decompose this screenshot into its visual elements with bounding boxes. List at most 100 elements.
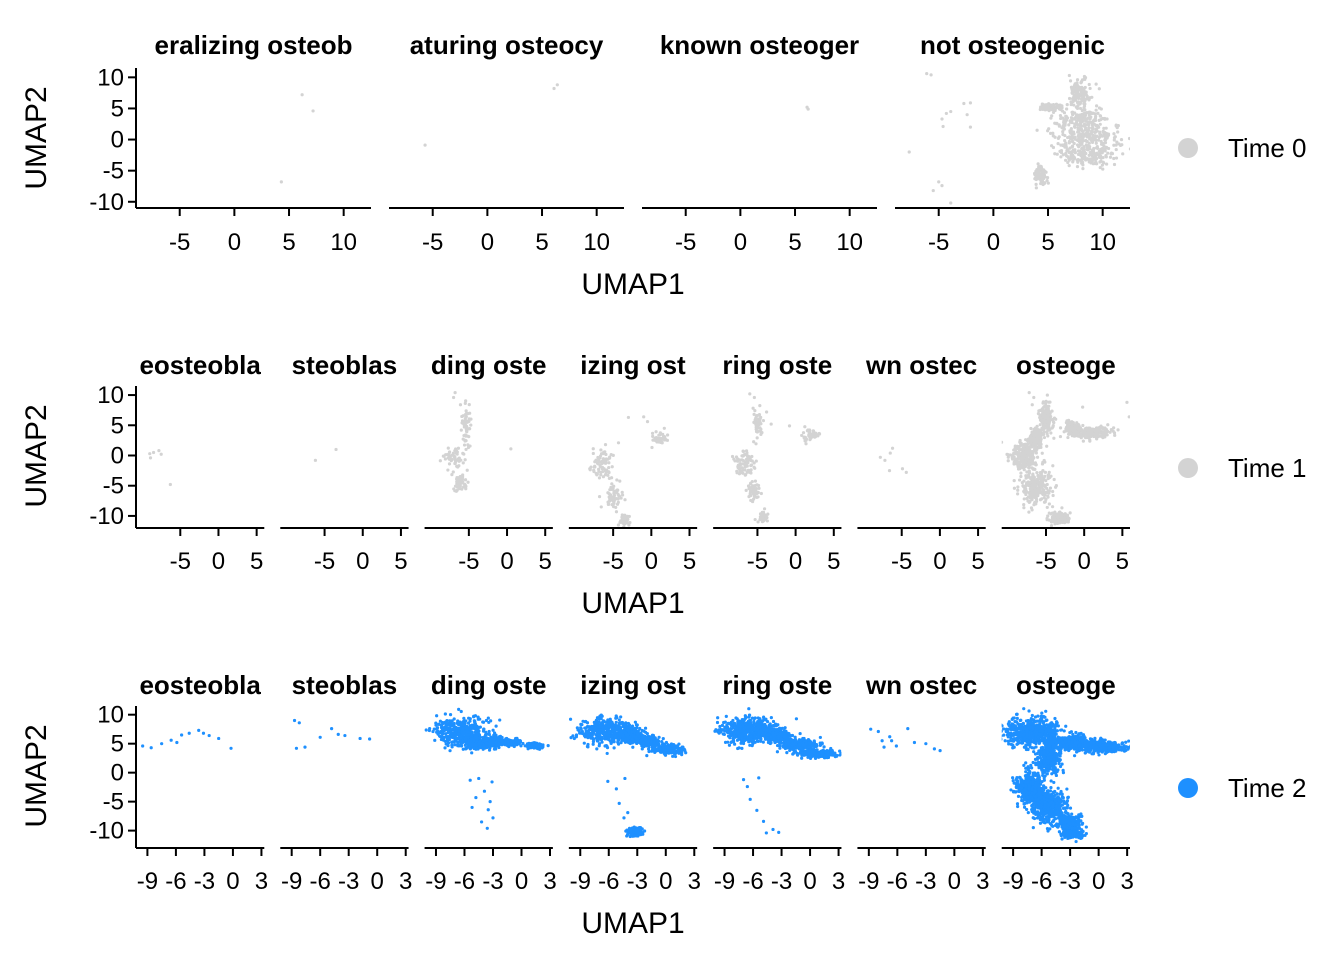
data-point bbox=[753, 517, 757, 522]
point-cloud bbox=[148, 449, 172, 487]
data-point bbox=[1085, 148, 1090, 152]
data-point bbox=[623, 498, 627, 502]
data-point bbox=[484, 718, 488, 723]
facet-panel: eralizing osteob-5 0 5 10 bbox=[136, 30, 371, 256]
data-point bbox=[463, 737, 468, 741]
point-cloud bbox=[588, 415, 670, 529]
data-point bbox=[1103, 426, 1107, 430]
x-tick-label: 0 bbox=[356, 548, 369, 575]
data-point bbox=[662, 426, 666, 430]
data-point bbox=[636, 739, 641, 743]
data-point bbox=[180, 733, 184, 737]
data-point bbox=[294, 746, 299, 750]
data-point bbox=[1061, 126, 1066, 131]
data-point bbox=[461, 451, 465, 455]
data-point bbox=[1086, 123, 1091, 127]
data-point bbox=[446, 468, 450, 472]
data-point bbox=[607, 499, 612, 503]
data-point bbox=[1015, 492, 1020, 496]
data-point bbox=[148, 452, 152, 456]
data-point bbox=[759, 415, 763, 419]
data-point bbox=[1065, 419, 1069, 423]
data-point bbox=[438, 719, 443, 723]
data-point bbox=[1088, 157, 1092, 161]
data-point bbox=[1068, 430, 1072, 434]
y-axis-label: UMAP2 bbox=[20, 404, 53, 507]
x-tick-label: 3 bbox=[255, 868, 268, 895]
data-point bbox=[1041, 176, 1046, 181]
data-point bbox=[1094, 157, 1098, 161]
data-point bbox=[445, 726, 449, 730]
data-point bbox=[201, 731, 206, 735]
x-tick-label: -9 bbox=[137, 868, 158, 895]
data-point bbox=[461, 473, 465, 477]
data-point bbox=[1062, 119, 1066, 124]
data-point bbox=[465, 468, 469, 472]
data-point bbox=[1083, 427, 1087, 431]
legend-label: Time 0 bbox=[1228, 133, 1307, 163]
data-point bbox=[467, 427, 472, 431]
data-point bbox=[619, 741, 623, 745]
data-point bbox=[157, 449, 161, 453]
data-point bbox=[1069, 118, 1073, 123]
data-point bbox=[491, 816, 495, 820]
data-point bbox=[1074, 105, 1079, 109]
data-point bbox=[1022, 468, 1026, 472]
data-point bbox=[630, 730, 634, 734]
data-point bbox=[1112, 143, 1116, 147]
data-point bbox=[1094, 108, 1098, 112]
data-point bbox=[1099, 156, 1103, 160]
data-point bbox=[494, 740, 498, 744]
data-point bbox=[615, 478, 619, 482]
data-point bbox=[647, 739, 651, 743]
x-axis-label: UMAP1 bbox=[581, 268, 684, 301]
data-point bbox=[1088, 137, 1092, 141]
data-point bbox=[758, 512, 763, 516]
data-point bbox=[1029, 441, 1033, 445]
data-point bbox=[625, 514, 630, 518]
data-point bbox=[804, 437, 809, 441]
data-point bbox=[1017, 478, 1022, 482]
data-point bbox=[1030, 453, 1034, 457]
data-point bbox=[469, 423, 473, 427]
data-point bbox=[1034, 177, 1038, 182]
data-point bbox=[1017, 456, 1021, 460]
point-cloud bbox=[730, 392, 822, 524]
point-cloud bbox=[279, 93, 315, 184]
data-point bbox=[1031, 433, 1036, 437]
data-point bbox=[1127, 415, 1131, 419]
data-point bbox=[749, 463, 753, 468]
data-point bbox=[1013, 447, 1018, 451]
data-point bbox=[665, 433, 670, 437]
data-point bbox=[627, 729, 631, 733]
data-point bbox=[647, 747, 651, 751]
data-point bbox=[444, 735, 448, 739]
x-tick-label: -3 bbox=[338, 868, 359, 895]
data-point bbox=[753, 466, 757, 470]
data-point bbox=[546, 744, 550, 748]
data-point bbox=[597, 742, 602, 746]
data-point bbox=[589, 465, 593, 469]
data-point bbox=[627, 523, 631, 527]
data-point bbox=[1041, 492, 1045, 496]
x-tick-label: 0 bbox=[228, 229, 241, 256]
data-point bbox=[441, 738, 446, 742]
x-tick-label: 5 bbox=[1116, 548, 1129, 575]
data-point bbox=[1027, 391, 1031, 395]
data-point bbox=[1072, 96, 1076, 101]
data-point bbox=[1044, 491, 1048, 495]
data-point bbox=[1016, 453, 1020, 457]
x-tick-label: 10 bbox=[836, 229, 863, 256]
data-point bbox=[755, 495, 759, 500]
data-point bbox=[907, 150, 911, 154]
data-point bbox=[1047, 518, 1051, 522]
data-point bbox=[1037, 438, 1041, 442]
data-point bbox=[1105, 162, 1109, 166]
data-point bbox=[601, 725, 605, 729]
data-point bbox=[151, 450, 156, 455]
data-point bbox=[1050, 409, 1054, 413]
data-point bbox=[1053, 135, 1057, 139]
data-point bbox=[449, 730, 453, 734]
data-point bbox=[473, 724, 477, 728]
data-point bbox=[1070, 90, 1075, 95]
